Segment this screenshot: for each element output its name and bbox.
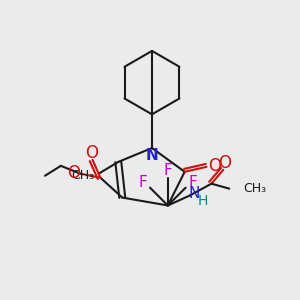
Text: N: N xyxy=(189,186,200,201)
Text: O: O xyxy=(218,154,231,172)
Text: H: H xyxy=(197,194,208,208)
Text: O: O xyxy=(67,164,80,182)
Text: F: F xyxy=(164,163,172,178)
Text: N: N xyxy=(146,148,158,164)
Text: O: O xyxy=(85,144,98,162)
Text: F: F xyxy=(139,175,147,190)
Text: CH₃: CH₃ xyxy=(71,169,94,182)
Text: O: O xyxy=(208,157,221,175)
Text: CH₃: CH₃ xyxy=(243,182,266,195)
Text: F: F xyxy=(188,175,197,190)
